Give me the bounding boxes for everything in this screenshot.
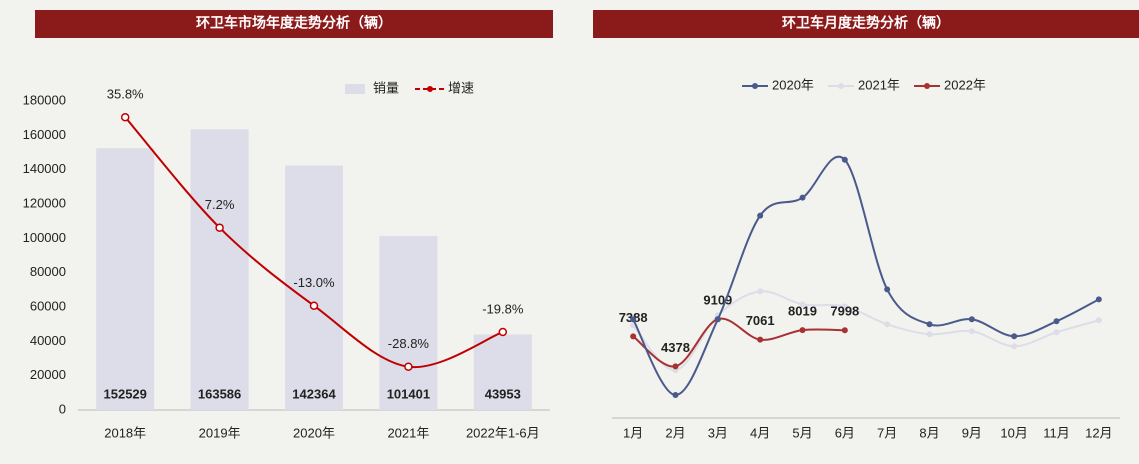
- legend-label: 2020年: [772, 77, 814, 92]
- legend-swatch: [752, 83, 758, 89]
- line-point: [498, 327, 508, 337]
- x-tick-label: 2月: [665, 425, 685, 440]
- y-tick-label: 160000: [23, 127, 66, 142]
- legend-swatch: [427, 86, 433, 92]
- bar: [190, 129, 249, 410]
- line-point: [630, 333, 637, 340]
- title-bar: [35, 10, 553, 38]
- legend-label: 2021年: [858, 77, 900, 92]
- line-point: [1095, 296, 1102, 303]
- line-point: [757, 336, 764, 343]
- legend-swatch: [924, 83, 930, 89]
- line-point: [672, 392, 679, 399]
- x-tick-label: 8月: [919, 425, 939, 440]
- data-label: 4378: [661, 340, 690, 355]
- line-point: [1053, 318, 1060, 325]
- line-point: [799, 327, 806, 334]
- x-tick-label: 1月: [623, 425, 643, 440]
- bar: [285, 165, 343, 410]
- x-tick-label: 2019年: [199, 425, 241, 440]
- bar-label: 101401: [387, 386, 430, 401]
- legend-label: 2022年: [944, 77, 986, 92]
- line-point: [884, 321, 891, 328]
- x-tick-label: 4月: [750, 425, 770, 440]
- title-bar: [593, 10, 1139, 38]
- line-point: [926, 331, 933, 338]
- chart-title: 环卫车月度走势分析（辆）: [782, 15, 950, 31]
- line-point: [672, 363, 679, 370]
- legend-swatch: [345, 84, 365, 94]
- chart-title: 环卫车市场年度走势分析（辆）: [196, 15, 392, 31]
- legend-swatch: [838, 83, 844, 89]
- line-point: [926, 321, 933, 328]
- data-label: 7998: [830, 304, 859, 319]
- data-label: 35.8%: [107, 87, 144, 102]
- x-tick-label: 2022年1-6月: [466, 425, 540, 440]
- x-tick-label: 5月: [792, 425, 812, 440]
- y-tick-label: 20000: [30, 367, 66, 382]
- x-tick-label: 2018年: [104, 425, 146, 440]
- line-point: [799, 194, 806, 201]
- line-point: [630, 316, 637, 323]
- line-point: [757, 212, 764, 219]
- data-label: -28.8%: [388, 336, 430, 351]
- bar-label: 142364: [292, 386, 336, 401]
- growth-line: [124, 116, 504, 369]
- x-tick-label: 9月: [962, 425, 982, 440]
- data-label: -19.8%: [482, 301, 524, 316]
- y-tick-label: 60000: [30, 298, 66, 313]
- x-tick-label: 11月: [1043, 425, 1070, 440]
- data-label: -13.0%: [293, 275, 335, 290]
- y-tick-label: 40000: [30, 333, 66, 348]
- y-tick-label: 100000: [23, 230, 66, 245]
- x-tick-label: 3月: [708, 425, 728, 440]
- legend-label: 增速: [448, 80, 474, 95]
- x-tick-label: 12月: [1085, 425, 1112, 440]
- y-tick-label: 180000: [23, 92, 66, 107]
- line-point: [1095, 317, 1102, 324]
- line-point: [714, 316, 721, 323]
- x-tick-label: 2020年: [293, 425, 335, 440]
- bar: [473, 334, 532, 410]
- line-point: [1053, 329, 1060, 336]
- y-tick-label: 120000: [23, 195, 66, 210]
- line-point: [841, 327, 848, 334]
- line-point: [1011, 333, 1018, 340]
- y-tick-label: 0: [59, 401, 66, 416]
- bar-label: 163586: [198, 386, 241, 401]
- line-point: [309, 301, 319, 310]
- line-point: [215, 223, 224, 232]
- x-tick-label: 7月: [877, 425, 897, 440]
- line-point: [404, 362, 413, 371]
- x-tick-label: 10月: [1000, 425, 1027, 440]
- x-tick-label: 6月: [835, 425, 855, 440]
- legend-label: 销量: [373, 80, 399, 95]
- bar-label: 152529: [104, 386, 147, 401]
- line-point: [120, 112, 130, 122]
- x-tick-label: 2021年: [387, 425, 429, 440]
- line-point: [968, 316, 975, 323]
- line-point: [884, 286, 891, 293]
- y-tick-label: 80000: [30, 264, 66, 279]
- line-point: [799, 301, 806, 308]
- bar: [379, 235, 438, 410]
- line-point: [841, 156, 848, 163]
- line-point: [968, 328, 975, 335]
- bar: [96, 148, 155, 410]
- data-label: 8019: [788, 304, 817, 319]
- y-tick-label: 140000: [23, 161, 66, 176]
- bar-label: 43953: [485, 386, 521, 401]
- data-label: 7061: [746, 313, 775, 328]
- line-point: [841, 303, 848, 310]
- line-point: [1011, 343, 1018, 350]
- data-label: 7.2%: [205, 197, 235, 212]
- line-point: [757, 288, 764, 295]
